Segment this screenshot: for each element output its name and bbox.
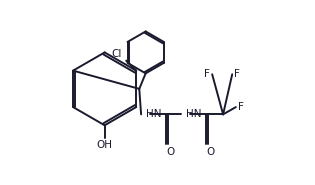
Text: OH: OH: [97, 140, 113, 150]
Text: F: F: [234, 69, 240, 79]
Text: F: F: [238, 102, 243, 112]
Text: HN: HN: [186, 109, 201, 119]
Text: O: O: [167, 147, 175, 157]
Text: O: O: [207, 147, 215, 157]
Text: Cl: Cl: [111, 49, 122, 59]
Text: F: F: [204, 69, 210, 79]
Text: HN: HN: [146, 109, 161, 119]
